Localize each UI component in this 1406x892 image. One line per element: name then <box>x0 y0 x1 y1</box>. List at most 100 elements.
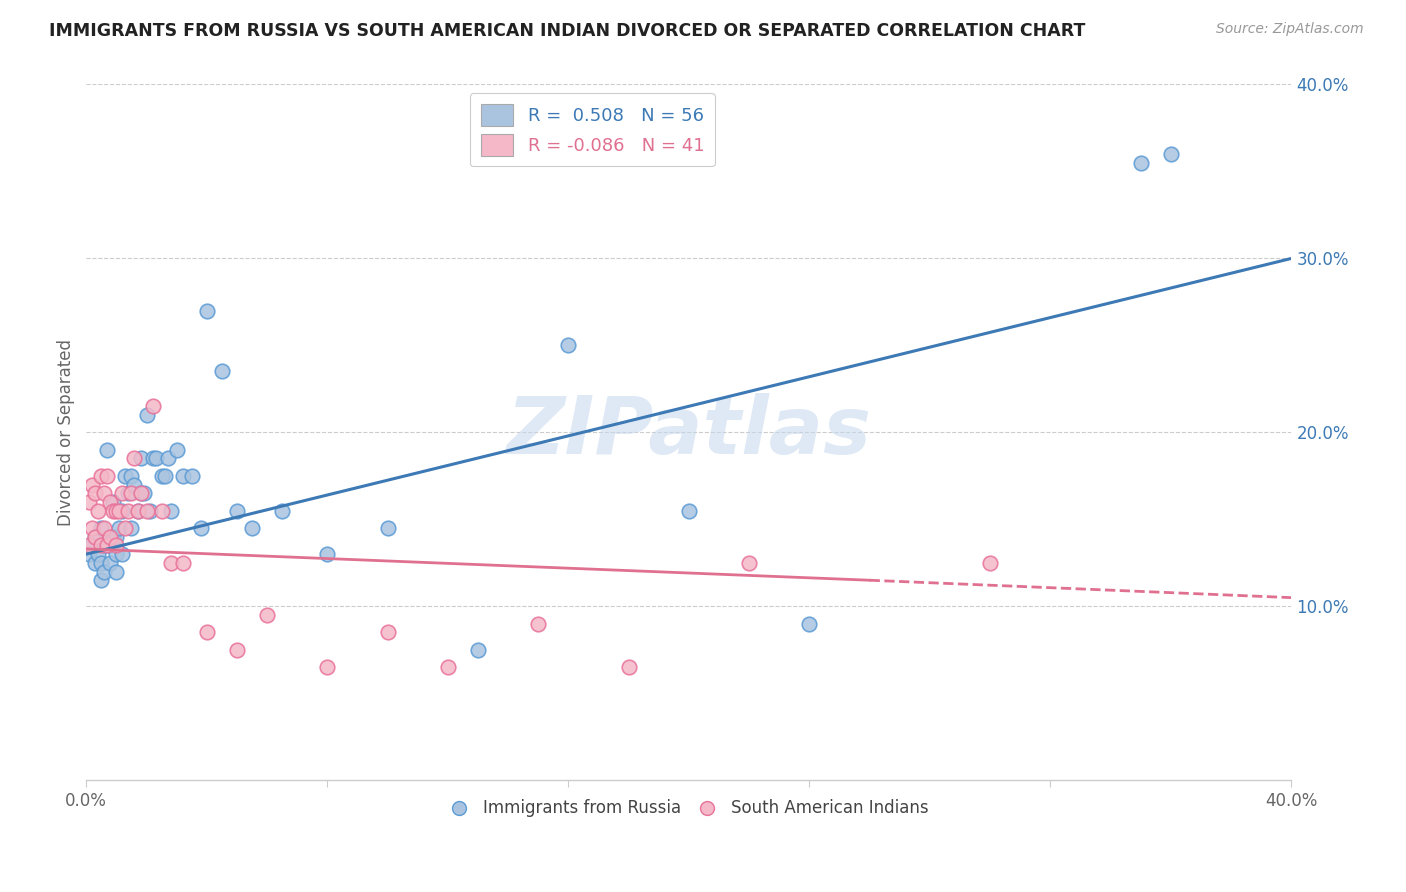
Point <box>557 338 579 352</box>
Point <box>103 495 125 509</box>
Text: IMMIGRANTS FROM RUSSIA VS SOUTH AMERICAN INDIAN DIVORCED OR SEPARATED CORRELATIO: IMMIGRANTS FROM RUSSIA VS SOUTH AMERICAN… <box>49 22 1085 40</box>
Point <box>142 399 165 413</box>
Point <box>129 486 152 500</box>
Point <box>678 503 700 517</box>
Point <box>135 503 157 517</box>
Point <box>90 538 112 552</box>
Point <box>316 547 339 561</box>
Point <box>93 538 115 552</box>
Point <box>1160 147 1182 161</box>
Point <box>93 486 115 500</box>
Point <box>150 468 173 483</box>
Point <box>127 503 149 517</box>
Point <box>799 616 821 631</box>
Point <box>132 486 155 500</box>
Point <box>117 503 139 517</box>
Point <box>124 477 146 491</box>
Point <box>84 486 107 500</box>
Point <box>127 503 149 517</box>
Point <box>226 503 249 517</box>
Point <box>100 495 122 509</box>
Point <box>738 556 761 570</box>
Point <box>79 547 101 561</box>
Point <box>271 503 294 517</box>
Point <box>240 521 263 535</box>
Point <box>87 547 110 561</box>
Text: Source: ZipAtlas.com: Source: ZipAtlas.com <box>1216 22 1364 37</box>
Point <box>105 565 128 579</box>
Point <box>190 521 212 535</box>
Point <box>108 521 131 535</box>
Point <box>105 503 128 517</box>
Point <box>93 521 115 535</box>
Point <box>121 486 143 500</box>
Point <box>1129 155 1152 169</box>
Point <box>100 556 122 570</box>
Point <box>145 451 167 466</box>
Point <box>256 607 278 622</box>
Point <box>100 530 122 544</box>
Point <box>90 521 112 535</box>
Point <box>316 660 339 674</box>
Point <box>124 451 146 466</box>
Point <box>100 538 122 552</box>
Point <box>166 442 188 457</box>
Point <box>195 625 218 640</box>
Point <box>84 530 107 544</box>
Point <box>142 451 165 466</box>
Point <box>129 451 152 466</box>
Point <box>114 468 136 483</box>
Point <box>159 556 181 570</box>
Point <box>96 538 118 552</box>
Point <box>82 538 104 552</box>
Point <box>87 503 110 517</box>
Point <box>180 468 202 483</box>
Point <box>82 521 104 535</box>
Point <box>121 521 143 535</box>
Point <box>121 468 143 483</box>
Point <box>153 468 176 483</box>
Point <box>138 503 160 517</box>
Point <box>156 451 179 466</box>
Point <box>135 408 157 422</box>
Point <box>226 643 249 657</box>
Point <box>105 530 128 544</box>
Point <box>172 468 194 483</box>
Point <box>84 530 107 544</box>
Legend: Immigrants from Russia, South American Indians: Immigrants from Russia, South American I… <box>443 793 935 824</box>
Point <box>211 364 233 378</box>
Point <box>90 556 112 570</box>
Point <box>105 538 128 552</box>
Point <box>114 521 136 535</box>
Point <box>79 495 101 509</box>
Text: ZIPatlas: ZIPatlas <box>506 393 872 471</box>
Point <box>105 547 128 561</box>
Point <box>150 503 173 517</box>
Point <box>96 538 118 552</box>
Point <box>195 303 218 318</box>
Point <box>467 643 489 657</box>
Point <box>159 503 181 517</box>
Y-axis label: Divorced or Separated: Divorced or Separated <box>58 339 75 526</box>
Point <box>84 556 107 570</box>
Point <box>172 556 194 570</box>
Point <box>103 503 125 517</box>
Point <box>377 521 399 535</box>
Point <box>96 442 118 457</box>
Point <box>103 530 125 544</box>
Point <box>111 503 134 517</box>
Point <box>377 625 399 640</box>
Point <box>108 503 131 517</box>
Point <box>93 565 115 579</box>
Point <box>527 616 550 631</box>
Point <box>979 556 1001 570</box>
Point <box>111 547 134 561</box>
Point <box>90 573 112 587</box>
Point <box>79 538 101 552</box>
Point <box>117 486 139 500</box>
Point <box>437 660 460 674</box>
Point <box>111 486 134 500</box>
Point <box>96 468 118 483</box>
Point <box>129 486 152 500</box>
Point <box>617 660 640 674</box>
